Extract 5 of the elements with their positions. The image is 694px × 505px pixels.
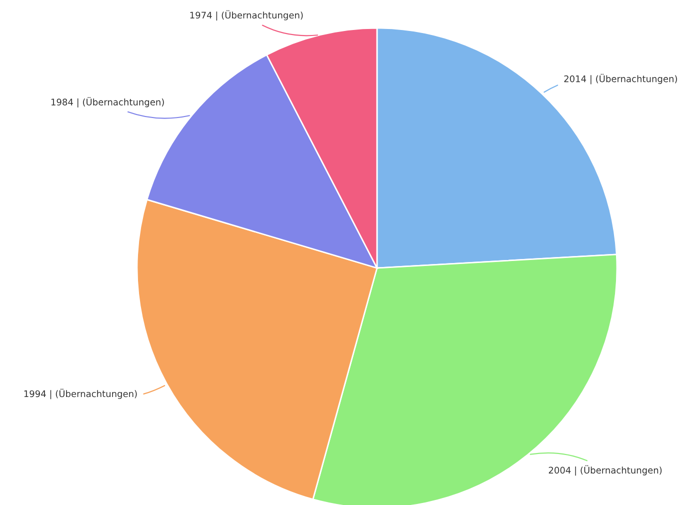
slice-label: 1984 | (Übernachtungen) — [51, 97, 164, 108]
slice-label: 2004 | (Übernachtungen) — [548, 465, 662, 476]
slice-label: 1974 | (Übernachtungen) — [190, 10, 303, 21]
slice-label: 2014 | (Übernachtungen) — [564, 74, 677, 84]
slice-label: 1994 | (Übernachtungen) — [24, 388, 137, 400]
